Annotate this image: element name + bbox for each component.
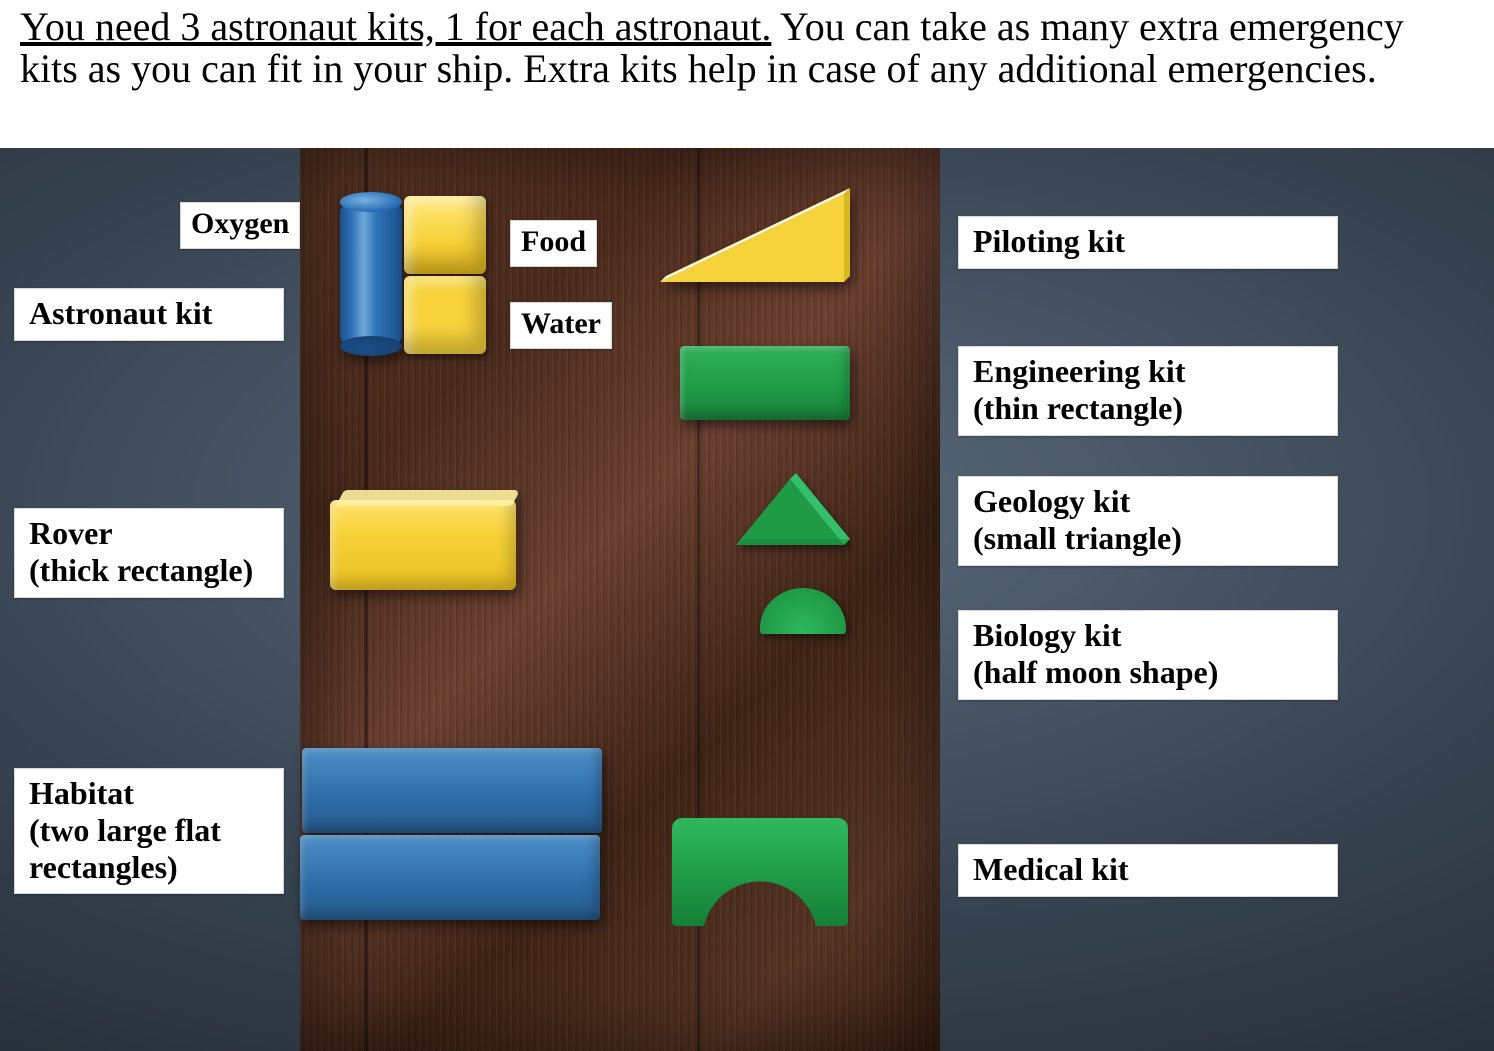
label-piloting: Piloting kit: [958, 216, 1338, 269]
label-engineering: Engineering kit (thin rectangle): [958, 346, 1338, 436]
label-food: Food: [510, 220, 597, 267]
block-piloting: [654, 188, 854, 294]
block-geology: [730, 473, 850, 555]
diagram-panel: Oxygen Food Water Astronaut kit Rover (t…: [0, 148, 1494, 1051]
block-engineering: [680, 346, 850, 420]
label-water: Water: [510, 302, 612, 349]
block-rover: [330, 500, 516, 590]
label-rover: Rover (thick rectangle): [14, 508, 284, 598]
label-geology: Geology kit (small triangle): [958, 476, 1338, 566]
label-astronaut-kit: Astronaut kit: [14, 288, 284, 341]
label-habitat: Habitat (two large flat rectangles): [14, 768, 284, 894]
block-habitat-bottom: [300, 835, 600, 920]
block-water: [404, 276, 486, 354]
label-medical: Medical kit: [958, 844, 1338, 897]
block-medical: [672, 818, 848, 926]
label-oxygen: Oxygen: [180, 202, 300, 249]
intro-text: You need 3 astronaut kits, 1 for each as…: [20, 6, 1460, 90]
block-oxygen: [340, 198, 402, 350]
block-food: [404, 196, 486, 274]
intro-underlined: You need 3 astronaut kits, 1 for each as…: [20, 4, 771, 49]
label-biology: Biology kit (half moon shape): [958, 610, 1338, 700]
block-habitat-top: [302, 748, 602, 833]
page: You need 3 astronaut kits, 1 for each as…: [0, 0, 1494, 1051]
